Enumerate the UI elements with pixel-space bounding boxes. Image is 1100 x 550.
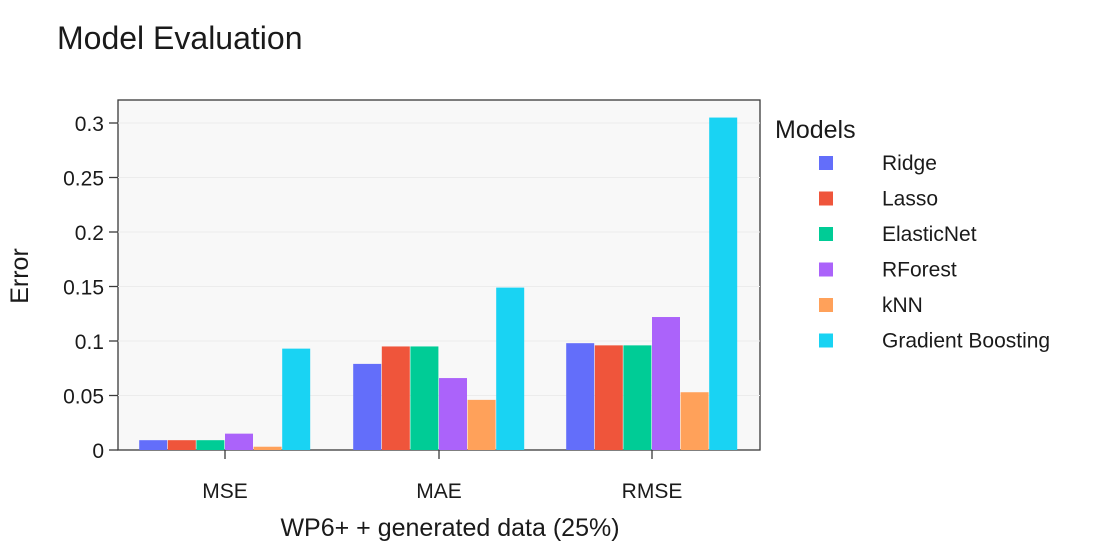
bar-knn-rmse xyxy=(680,392,709,450)
y-axis-label: Error xyxy=(6,248,34,304)
legend-swatch xyxy=(819,191,833,206)
legend-label: Ridge xyxy=(882,152,937,175)
legend-swatch xyxy=(819,298,833,312)
bar-elasticnet-rmse xyxy=(623,345,652,450)
x-axis-label: WP6+ + generated data (25%) xyxy=(280,514,619,542)
y-tick-label: 0.3 xyxy=(75,113,104,136)
bar-elasticnet-mse xyxy=(196,440,225,450)
x-tick-label: RMSE xyxy=(622,480,683,503)
axes-group: 0 0.05 0.1 0.15 0.2 0.25 0.3 MSE MAE RMSE xyxy=(63,113,682,503)
legend-label: kNN xyxy=(882,294,923,317)
y-tick-label: 0.2 xyxy=(75,222,104,245)
legend-swatch xyxy=(819,156,833,170)
bar-rforest-mae xyxy=(439,378,467,450)
bar-lasso-mae xyxy=(381,346,410,450)
y-tick-label: 0.1 xyxy=(75,331,104,354)
legend-swatch xyxy=(819,227,833,241)
legend-swatch xyxy=(819,262,833,277)
y-tick-label: 0.05 xyxy=(63,386,104,409)
bar-knn-mse xyxy=(253,446,282,450)
y-tick-label: 0 xyxy=(92,440,104,463)
x-tick-label: MSE xyxy=(202,480,248,503)
y-tick-label: 0.15 xyxy=(63,277,104,300)
legend-label: ElasticNet xyxy=(882,223,977,246)
legend-label: Lasso xyxy=(882,188,938,211)
grid-lines xyxy=(118,122,760,396)
bar-gradient-boosting-rmse xyxy=(709,117,738,451)
bar-lasso-rmse xyxy=(594,345,623,450)
legend-label: Gradient Boosting xyxy=(882,330,1050,353)
legend-swatch xyxy=(819,333,833,348)
chart-title: Model Evaluation xyxy=(57,20,302,56)
legend-title: Models xyxy=(775,116,856,144)
bar-gradient-boosting-mae xyxy=(496,287,525,450)
bar-ridge-mse xyxy=(139,440,168,450)
bar-elasticnet-mae xyxy=(410,346,439,450)
bar-rforest-mse xyxy=(225,433,253,450)
y-tick-label: 0.25 xyxy=(63,168,104,191)
bar-knn-mae xyxy=(467,399,496,450)
x-tick-label: MAE xyxy=(416,480,462,503)
bar-gradient-boosting-mse xyxy=(282,348,311,450)
bar-ridge-mae xyxy=(353,363,382,450)
legend: Models Ridge Lasso ElasticNet RForest kNN Gra… xyxy=(775,116,1050,353)
bars-group xyxy=(139,117,738,451)
bar-lasso-mse xyxy=(167,440,196,450)
bar-ridge-rmse xyxy=(566,343,595,450)
legend-label: RForest xyxy=(882,259,957,282)
bar-rforest-rmse xyxy=(652,317,680,450)
